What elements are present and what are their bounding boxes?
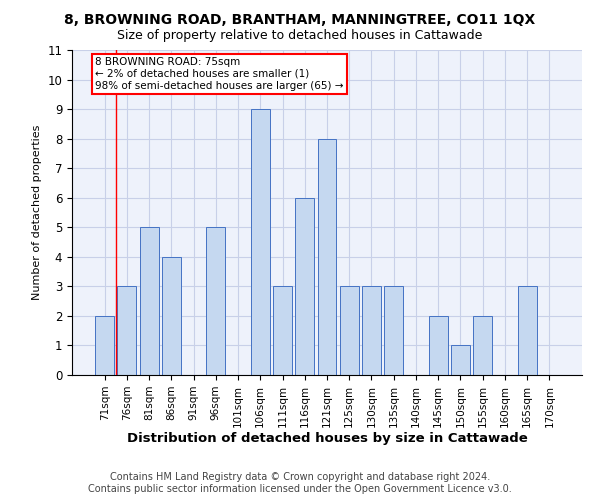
Bar [384,286,403,375]
Bar [162,257,181,375]
Bar [251,109,270,375]
Text: 8 BROWNING ROAD: 75sqm
← 2% of detached houses are smaller (1)
98% of semi-detac: 8 BROWNING ROAD: 75sqm ← 2% of detached … [95,58,344,90]
Bar [473,316,492,375]
Bar [118,286,136,375]
Bar [206,228,225,375]
Y-axis label: Number of detached properties: Number of detached properties [32,125,42,300]
Bar [295,198,314,375]
Text: Size of property relative to detached houses in Cattawade: Size of property relative to detached ho… [118,29,482,42]
Bar [340,286,359,375]
Text: 8, BROWNING ROAD, BRANTHAM, MANNINGTREE, CO11 1QX: 8, BROWNING ROAD, BRANTHAM, MANNINGTREE,… [64,12,536,26]
Bar [362,286,381,375]
Bar [273,286,292,375]
Bar [95,316,114,375]
Text: Contains HM Land Registry data © Crown copyright and database right 2024.
Contai: Contains HM Land Registry data © Crown c… [88,472,512,494]
X-axis label: Distribution of detached houses by size in Cattawade: Distribution of detached houses by size … [127,432,527,446]
Bar [429,316,448,375]
Bar [140,228,158,375]
Bar [317,138,337,375]
Bar [518,286,536,375]
Bar [451,346,470,375]
